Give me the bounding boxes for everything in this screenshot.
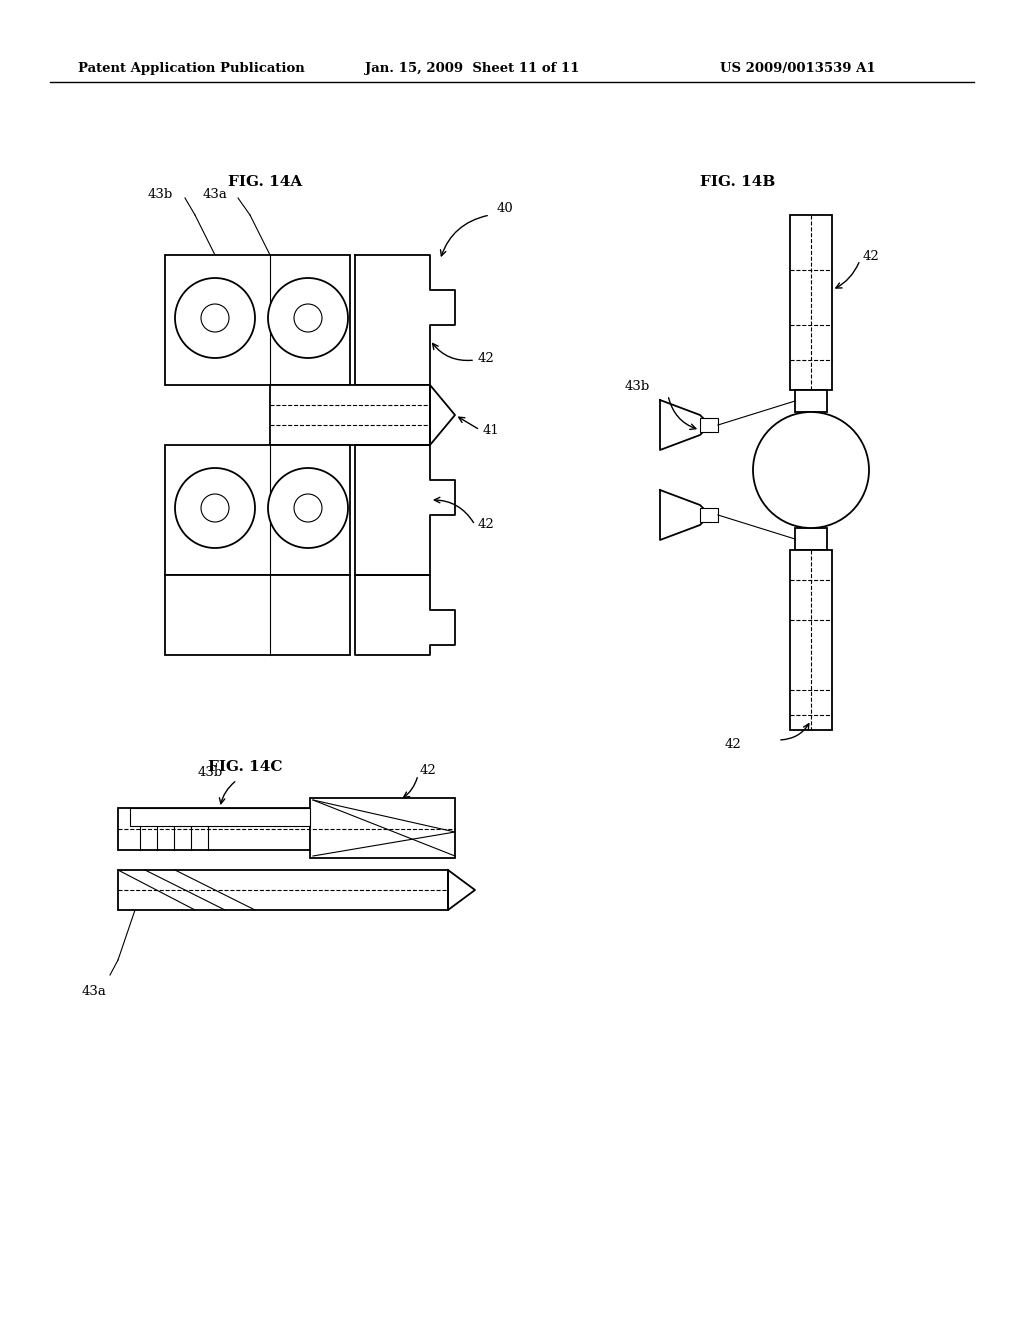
Bar bbox=[165, 255, 350, 385]
Text: 42: 42 bbox=[725, 738, 741, 751]
Circle shape bbox=[268, 279, 348, 358]
Text: FIG. 14B: FIG. 14B bbox=[700, 176, 775, 189]
Text: 42: 42 bbox=[863, 251, 880, 264]
Bar bbox=[790, 215, 831, 389]
Bar bbox=[118, 870, 449, 909]
Circle shape bbox=[201, 304, 229, 333]
Circle shape bbox=[175, 469, 255, 548]
Circle shape bbox=[175, 279, 255, 358]
Text: 42: 42 bbox=[420, 763, 437, 776]
Text: 40: 40 bbox=[497, 202, 514, 214]
Bar bbox=[118, 808, 313, 850]
Bar bbox=[165, 576, 350, 655]
Text: Patent Application Publication: Patent Application Publication bbox=[78, 62, 305, 75]
Text: 42: 42 bbox=[478, 351, 495, 364]
Text: 42: 42 bbox=[478, 517, 495, 531]
Bar bbox=[165, 445, 350, 576]
Bar bbox=[700, 418, 718, 432]
Bar bbox=[130, 808, 310, 826]
Text: 43a: 43a bbox=[82, 985, 106, 998]
Text: 43b: 43b bbox=[625, 380, 650, 393]
Circle shape bbox=[294, 494, 322, 521]
Text: US 2009/0013539 A1: US 2009/0013539 A1 bbox=[720, 62, 876, 75]
Bar bbox=[795, 389, 827, 412]
Bar bbox=[795, 528, 827, 550]
Text: FIG. 14C: FIG. 14C bbox=[208, 760, 283, 774]
Text: 41: 41 bbox=[483, 424, 500, 437]
Text: 43b: 43b bbox=[198, 766, 223, 779]
Polygon shape bbox=[660, 400, 710, 450]
Polygon shape bbox=[660, 490, 710, 540]
Bar bbox=[700, 508, 718, 521]
Text: Jan. 15, 2009  Sheet 11 of 11: Jan. 15, 2009 Sheet 11 of 11 bbox=[365, 62, 580, 75]
Circle shape bbox=[201, 494, 229, 521]
Circle shape bbox=[268, 469, 348, 548]
Bar bbox=[790, 550, 831, 730]
Bar bbox=[270, 385, 430, 445]
Circle shape bbox=[753, 412, 869, 528]
Text: 43a: 43a bbox=[203, 187, 228, 201]
Text: FIG. 14A: FIG. 14A bbox=[228, 176, 302, 189]
Bar bbox=[310, 799, 455, 858]
Circle shape bbox=[294, 304, 322, 333]
Text: 43b: 43b bbox=[148, 187, 173, 201]
